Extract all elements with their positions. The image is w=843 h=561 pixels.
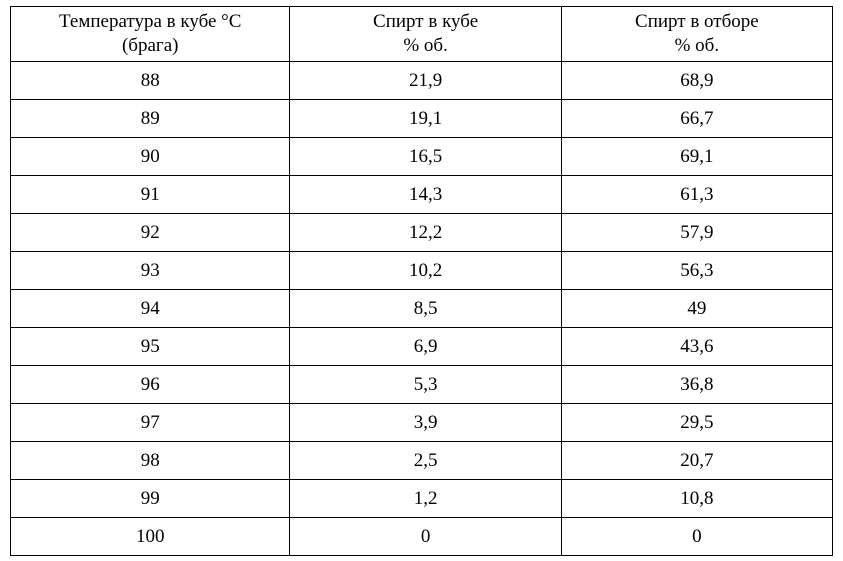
table-cell: 95	[11, 328, 290, 366]
table-cell: 20,7	[561, 442, 832, 480]
header-alcohol-cube-line2: % об.	[290, 34, 560, 58]
table-cell: 49	[561, 290, 832, 328]
table-row: 9212,257,9	[11, 214, 833, 252]
table-cell: 88	[11, 62, 290, 100]
table-cell: 89	[11, 100, 290, 138]
table-cell: 99	[11, 480, 290, 518]
table-cell: 56,3	[561, 252, 832, 290]
header-alcohol-cube-line1: Спирт в кубе	[290, 10, 560, 34]
table-row: 948,549	[11, 290, 833, 328]
table-cell: 69,1	[561, 138, 832, 176]
header-alcohol-cube: Спирт в кубе % об.	[290, 7, 561, 62]
table-cell: 2,5	[290, 442, 561, 480]
header-alcohol-output: Спирт в отборе % об.	[561, 7, 832, 62]
table-cell: 43,6	[561, 328, 832, 366]
table-row: 10000	[11, 518, 833, 556]
table-row: 965,336,8	[11, 366, 833, 404]
table-cell: 96	[11, 366, 290, 404]
table-row: 973,929,5	[11, 404, 833, 442]
table-cell: 16,5	[290, 138, 561, 176]
header-alcohol-output-line2: % об.	[562, 34, 832, 58]
table-cell: 1,2	[290, 480, 561, 518]
table-cell: 97	[11, 404, 290, 442]
table-row: 9114,361,3	[11, 176, 833, 214]
table-cell: 61,3	[561, 176, 832, 214]
table-cell: 10,8	[561, 480, 832, 518]
table-cell: 92	[11, 214, 290, 252]
table-cell: 5,3	[290, 366, 561, 404]
table-header-row: Температура в кубе °С (брага) Спирт в ку…	[11, 7, 833, 62]
table-row: 9310,256,3	[11, 252, 833, 290]
table-cell: 10,2	[290, 252, 561, 290]
header-temperature-line1: Температура в кубе °С	[11, 10, 289, 34]
table-cell: 29,5	[561, 404, 832, 442]
table-row: 982,520,7	[11, 442, 833, 480]
table-cell: 91	[11, 176, 290, 214]
table-cell: 3,9	[290, 404, 561, 442]
table-cell: 98	[11, 442, 290, 480]
header-temperature-line2: (брага)	[11, 34, 289, 58]
table-cell: 19,1	[290, 100, 561, 138]
table-cell: 68,9	[561, 62, 832, 100]
table-cell: 66,7	[561, 100, 832, 138]
header-temperature: Температура в кубе °С (брага)	[11, 7, 290, 62]
table-cell: 57,9	[561, 214, 832, 252]
table-body: 8821,968,98919,166,79016,569,19114,361,3…	[11, 62, 833, 556]
table-cell: 21,9	[290, 62, 561, 100]
table-cell: 93	[11, 252, 290, 290]
table-cell: 6,9	[290, 328, 561, 366]
table-cell: 90	[11, 138, 290, 176]
table-row: 8821,968,9	[11, 62, 833, 100]
table-cell: 0	[290, 518, 561, 556]
table-cell: 8,5	[290, 290, 561, 328]
table-row: 956,943,6	[11, 328, 833, 366]
table-row: 9016,569,1	[11, 138, 833, 176]
table-cell: 100	[11, 518, 290, 556]
distillation-table: Температура в кубе °С (брага) Спирт в ку…	[10, 6, 833, 556]
table-row: 991,210,8	[11, 480, 833, 518]
table-cell: 0	[561, 518, 832, 556]
header-alcohol-output-line1: Спирт в отборе	[562, 10, 832, 34]
table-cell: 14,3	[290, 176, 561, 214]
table-cell: 12,2	[290, 214, 561, 252]
table-cell: 94	[11, 290, 290, 328]
table-row: 8919,166,7	[11, 100, 833, 138]
table-cell: 36,8	[561, 366, 832, 404]
